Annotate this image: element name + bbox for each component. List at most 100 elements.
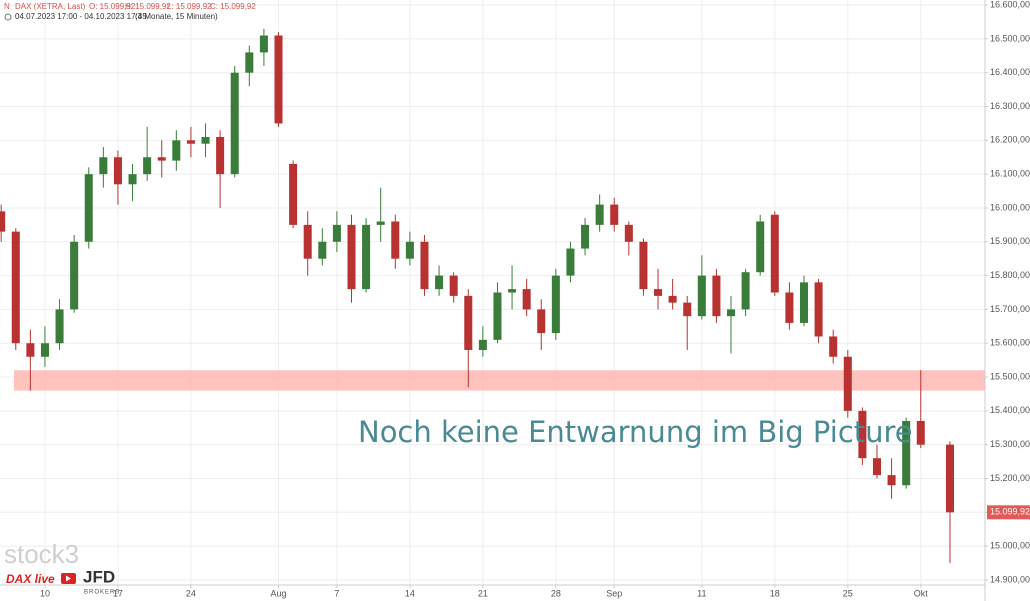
candle-body <box>770 214 779 293</box>
last-price-label: 15.099,92 <box>990 507 1030 517</box>
candle-body <box>172 140 181 161</box>
candle-body <box>449 275 458 296</box>
candle-body <box>493 292 502 340</box>
x-tick-label: 10 <box>40 588 50 598</box>
x-tick-label: 21 <box>478 588 488 598</box>
candle-body <box>887 475 896 486</box>
y-tick-label: 16.600,00 <box>990 0 1030 9</box>
candle-body <box>216 136 225 175</box>
y-tick-label: 15.400,00 <box>990 405 1030 415</box>
x-tick-label: 18 <box>770 588 780 598</box>
ohlc-high: H: 15.099,92 <box>125 2 171 11</box>
x-tick-label: 24 <box>186 588 196 598</box>
y-tick-label: 15.000,00 <box>990 540 1030 550</box>
y-tick-label: 16.500,00 <box>990 33 1030 43</box>
candle-body <box>712 275 721 317</box>
candle-body <box>274 35 283 124</box>
candle-body <box>347 224 356 290</box>
x-tick-label: 7 <box>334 588 339 598</box>
x-tick-label: Sep <box>606 588 622 598</box>
candle-body <box>697 275 706 317</box>
candle-body <box>245 52 254 73</box>
candle-body <box>84 174 93 242</box>
x-tick-label: Aug <box>271 588 287 598</box>
candle-body <box>11 231 20 344</box>
y-tick-label: 15.300,00 <box>990 439 1030 449</box>
candle-body <box>829 336 838 357</box>
x-tick-label: 11 <box>697 588 706 598</box>
candle-body <box>303 224 312 259</box>
logo-broker-sub: BROKERS <box>84 590 120 596</box>
candle-body <box>756 221 765 273</box>
y-tick-label: 15.800,00 <box>990 270 1030 280</box>
candle-body <box>478 339 487 350</box>
candle-body <box>741 272 750 310</box>
candle-body <box>945 444 954 513</box>
x-tick-label: Okt <box>914 588 929 598</box>
candle-body <box>858 410 867 459</box>
candle-body <box>814 282 823 337</box>
period: (3 Monate, 15 Minuten) <box>135 12 218 21</box>
candle-body <box>639 241 648 290</box>
grid <box>0 0 985 585</box>
candle-body <box>26 343 35 357</box>
y-tick-label: 15.700,00 <box>990 304 1030 314</box>
candle-body <box>201 136 210 144</box>
candle-body <box>332 224 341 242</box>
candle-body <box>99 157 108 175</box>
last-price-box <box>987 505 1030 520</box>
candle-body <box>610 204 619 225</box>
y-tick-label: 16.000,00 <box>990 202 1030 212</box>
zone-band <box>14 370 985 391</box>
candle-body <box>420 241 429 290</box>
candle-body <box>726 309 736 317</box>
symbol-mark: N <box>4 2 10 11</box>
ohlc-low: L: 15.099,92 <box>167 2 212 11</box>
candle-body <box>157 157 166 161</box>
x-tick-label: 17 <box>113 588 123 598</box>
candle-body <box>537 309 546 334</box>
logo-stock: stock3 <box>4 539 79 569</box>
candle-body <box>464 295 473 350</box>
symbol: DAX (XETRA, Last) <box>15 2 86 11</box>
candle-body <box>318 241 327 259</box>
zone <box>14 370 985 391</box>
candle-body <box>391 221 400 259</box>
candle-body <box>581 224 590 249</box>
candle-body <box>566 248 575 276</box>
date-range: 04.07.2023 17:00 - 04.10.2023 17:45 <box>15 12 147 21</box>
candle-body <box>785 292 794 323</box>
y-tick-label: 16.200,00 <box>990 135 1030 145</box>
candle-body <box>40 343 49 357</box>
candle-body <box>128 174 137 185</box>
candle-body <box>843 356 852 411</box>
x-tick-label: 14 <box>405 588 415 598</box>
x-tick-label: 28 <box>551 588 561 598</box>
candle-body <box>595 204 604 225</box>
plot <box>0 28 954 564</box>
y-tick-label: 15.600,00 <box>990 338 1030 348</box>
candle-body <box>916 420 925 445</box>
y-tick-label: 16.400,00 <box>990 67 1030 77</box>
y-tick-label: 14.900,00 <box>990 574 1030 584</box>
x-tick-label: 25 <box>843 588 853 598</box>
candle-body <box>683 302 692 317</box>
clock-icon <box>4 13 12 21</box>
candle-body <box>872 458 881 476</box>
y-tick-label: 15.200,00 <box>990 473 1030 483</box>
candle-body <box>376 221 385 225</box>
candle-body <box>70 241 79 310</box>
candle-body <box>551 275 560 334</box>
ohlc-close: C: 15.099,92 <box>210 2 256 11</box>
candle-body <box>0 211 6 232</box>
annotation: Noch keine Entwarnung im Big Picture <box>358 415 913 449</box>
candle-body <box>668 295 677 303</box>
candle-body <box>508 289 517 293</box>
y-tick-label: 16.100,00 <box>990 169 1030 179</box>
candle-body <box>362 224 371 290</box>
candle-body <box>143 157 152 175</box>
ohlc-open: O: 15.099,92 <box>89 2 136 11</box>
candle-body <box>230 72 239 175</box>
y-tick-label: 15.500,00 <box>990 371 1030 381</box>
